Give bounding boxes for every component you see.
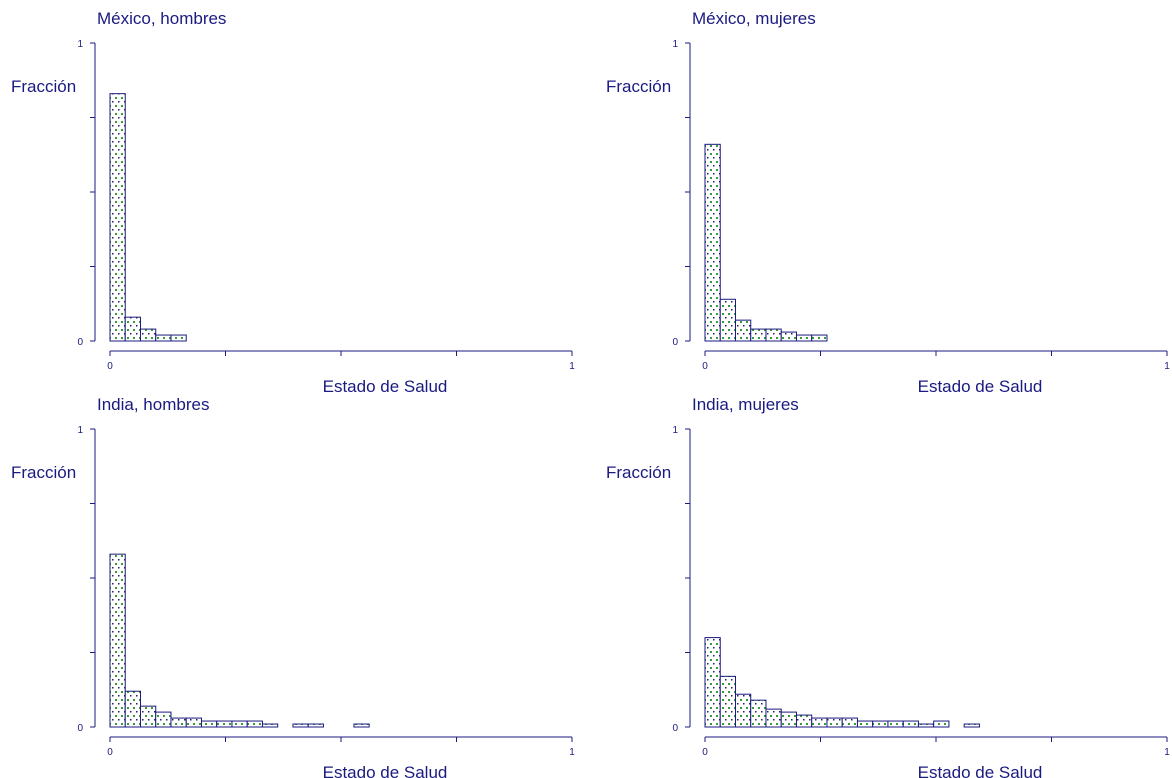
histogram-bar — [887, 720, 904, 728]
y-tick-label: 0 — [672, 337, 678, 348]
histogram-bar — [704, 637, 721, 728]
histogram-bar — [170, 334, 187, 342]
panel-title: India, hombres — [97, 395, 209, 414]
histogram-panel: México, hombres Fracción Estado de Salud 0 1… — [11, 9, 575, 396]
histogram-bar — [307, 723, 324, 728]
x-tick-label: 1 — [1164, 361, 1170, 372]
histogram-bar — [795, 334, 813, 342]
histogram-bar — [170, 717, 187, 728]
x-tick-label: 1 — [569, 747, 575, 758]
x-tick-label: 1 — [1164, 747, 1170, 758]
histogram-bar — [155, 711, 172, 728]
histogram-bar — [750, 699, 767, 728]
y-tick-label: 0 — [672, 723, 678, 734]
histogram-bar — [124, 316, 141, 342]
histogram-bar — [124, 690, 141, 728]
histogram-bar — [780, 711, 797, 728]
y-tick-label: 0 — [77, 723, 83, 734]
histogram-bar — [353, 723, 370, 728]
x-axis-label: Estado de Salud — [918, 377, 1043, 396]
histogram-bar — [750, 328, 767, 342]
histogram-bar — [139, 705, 157, 728]
histogram-bar — [292, 723, 309, 728]
x-axis-label: Estado de Salud — [323, 763, 448, 778]
x-tick-label: 0 — [702, 747, 708, 758]
x-tick-label: 1 — [569, 361, 575, 372]
histogram-bar — [109, 93, 126, 342]
histogram-bar — [841, 717, 858, 728]
histogram-bar — [734, 693, 752, 728]
histogram-bar — [261, 723, 279, 728]
histogram-bar — [734, 319, 752, 342]
histogram-bar — [200, 720, 218, 728]
histogram-bar — [185, 717, 202, 728]
histogram-bar — [963, 723, 980, 728]
histogram-bar — [704, 143, 721, 342]
histogram-panel: India, mujeres Fracción Estado de Salud 0 1 0… — [606, 395, 1170, 778]
histogram-bar — [246, 720, 263, 728]
y-axis-label: Fracción — [11, 77, 76, 96]
x-axis-label: Estado de Salud — [323, 377, 448, 396]
y-tick-label: 1 — [672, 39, 678, 50]
panel-title: México, mujeres — [692, 9, 816, 28]
y-tick-label: 0 — [77, 337, 83, 348]
y-tick-label: 1 — [77, 425, 83, 436]
histogram-bar — [811, 717, 828, 728]
histogram-bar — [780, 331, 797, 342]
histogram-panel: México, mujeres Fracción Estado de Salud 0 1… — [606, 9, 1170, 396]
panel-title: México, hombres — [97, 9, 226, 28]
histogram-bar — [216, 720, 233, 728]
y-tick-label: 1 — [77, 39, 83, 50]
histogram-bar — [795, 714, 813, 728]
histogram-bar — [765, 328, 782, 342]
x-tick-label: 0 — [107, 361, 113, 372]
x-tick-label: 0 — [107, 747, 113, 758]
histogram-bar — [902, 720, 919, 728]
histogram-panel: India, hombres Fracción Estado de Salud 0 1 0… — [11, 395, 575, 778]
histogram-bar — [719, 298, 736, 342]
histogram-bar — [933, 720, 950, 728]
histogram-bar — [826, 717, 843, 728]
y-tick-label: 1 — [672, 425, 678, 436]
histogram-bar — [231, 720, 248, 728]
histogram-bar — [872, 720, 889, 728]
panel-title: India, mujeres — [692, 395, 799, 414]
histogram-bar — [917, 723, 935, 728]
histogram-bar — [155, 334, 172, 342]
x-tick-label: 0 — [702, 361, 708, 372]
x-axis-label: Estado de Salud — [918, 763, 1043, 778]
histogram-bar — [719, 675, 736, 728]
histogram-bar — [109, 553, 126, 728]
histogram-bar — [856, 720, 874, 728]
y-axis-label: Fracción — [606, 463, 671, 482]
y-axis-label: Fracción — [606, 77, 671, 96]
histogram-bar — [765, 708, 782, 728]
histogram-bar — [139, 328, 157, 342]
y-axis-label: Fracción — [11, 463, 76, 482]
histogram-bar — [811, 334, 828, 342]
